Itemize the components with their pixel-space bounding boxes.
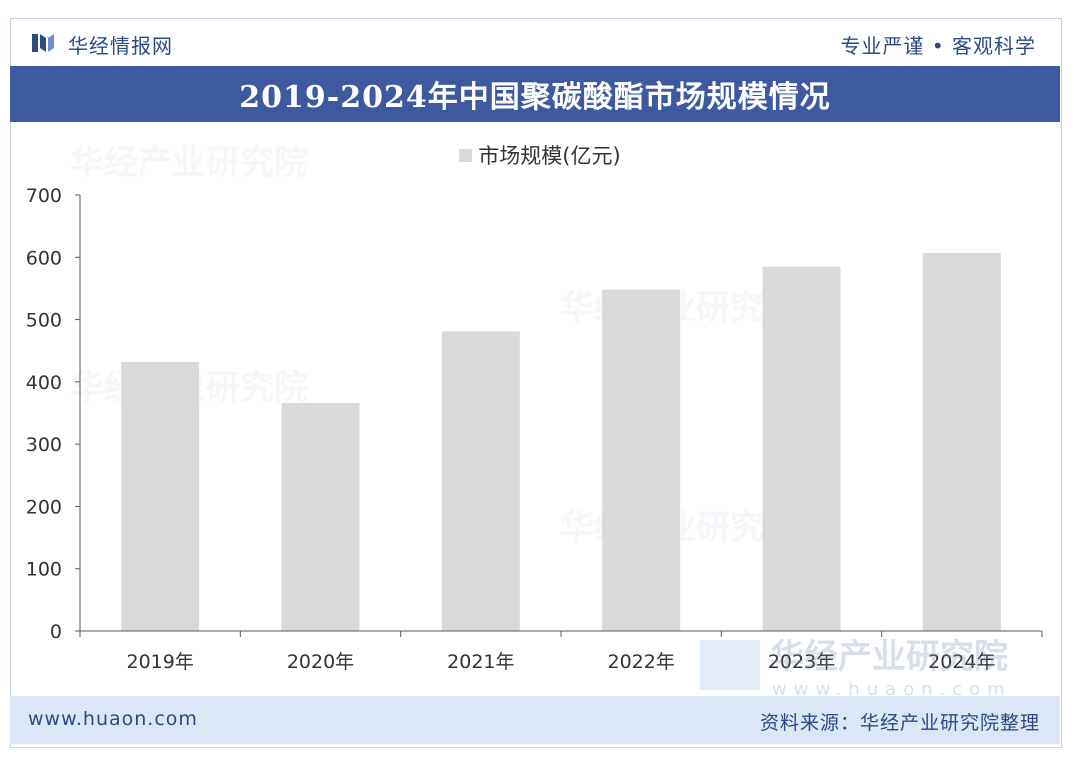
y-tick-label: 100 (26, 559, 62, 581)
watermark-text: 华经产业研究院 (70, 143, 308, 183)
chart-title: 2019-2024年中国聚碳酸酯市场规模情况 (239, 80, 831, 115)
y-tick-label: 600 (26, 247, 62, 269)
watermark-logo: 华经产业研究院 www.huaon.com (700, 637, 1012, 696)
x-tick-label: 2023年 (768, 651, 835, 673)
y-tick-label: 200 (26, 496, 62, 518)
watermark-name: 华经产业研究院 (770, 637, 1008, 677)
bar-2023年 (762, 266, 841, 631)
footer-source: 资料来源：华经产业研究院整理 (759, 712, 1040, 734)
brand-logo-icon (32, 34, 54, 52)
y-tick-label: 0 (50, 621, 62, 643)
legend: 市场规模(亿元) (0, 140, 1080, 170)
bar-2020年 (281, 403, 360, 631)
bar-2022年 (602, 289, 681, 631)
y-tick-label: 400 (26, 372, 62, 394)
bar-chart: 0 100 200 300 400 500 600 700 2019年 2020年 2021年 20… (26, 185, 1043, 696)
title-bar: 2019-2024年中国聚碳酸酯市场规模情况 (10, 66, 1060, 122)
x-tick-label: 2019年 (126, 651, 193, 673)
header-bar: 华经情报网 专业严谨 • 客观科学 (10, 18, 1060, 66)
y-tick-label: 300 (26, 434, 62, 456)
slogan: 专业严谨 • 客观科学 (840, 34, 1036, 58)
x-tick-label: 2024年 (928, 651, 995, 673)
watermark-url: www.huaon.com (772, 679, 1012, 696)
y-tick-label: 500 (26, 310, 62, 332)
x-tick-label: 2021年 (447, 651, 514, 673)
brand-name: 华经情报网 (68, 34, 173, 58)
bar-2019年 (121, 361, 200, 631)
footer-url: www.huaon.com (28, 708, 198, 730)
bar-2024年 (922, 252, 1001, 631)
y-tick-label: 700 (26, 185, 62, 207)
bar-2021年 (441, 331, 520, 631)
footer-bar: www.huaon.com 资料来源：华经产业研究院整理 (10, 696, 1060, 744)
x-tick-label: 2022年 (607, 651, 674, 673)
legend-label: 市场规模(亿元) (478, 144, 621, 168)
x-tick-label: 2020年 (287, 651, 354, 673)
legend-swatch (459, 148, 473, 162)
